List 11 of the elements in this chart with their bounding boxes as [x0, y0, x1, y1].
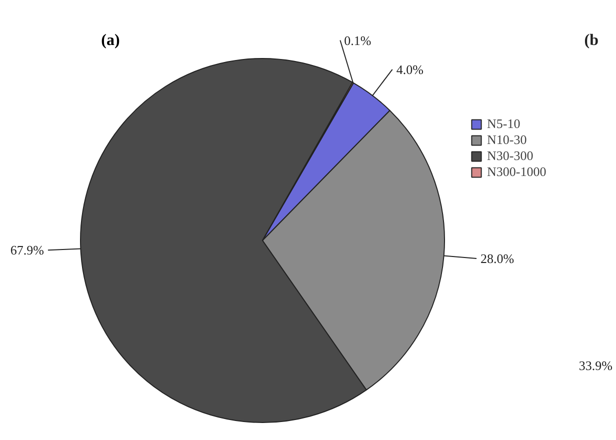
- data-label: 4.0%: [396, 62, 424, 77]
- legend-label: N10-30: [487, 132, 527, 148]
- chart-title: (a): [101, 32, 120, 49]
- data-label: 28.0%: [480, 250, 514, 266]
- legend-label: N300-1000: [487, 164, 546, 180]
- legend-label: N30-300: [487, 148, 534, 164]
- text: (b: [584, 32, 599, 49]
- data-label: 67.9%: [10, 242, 44, 258]
- data-label: 0.1%: [344, 32, 372, 48]
- text: 33.9%: [578, 358, 613, 373]
- legend-label: N5-10: [487, 116, 520, 132]
